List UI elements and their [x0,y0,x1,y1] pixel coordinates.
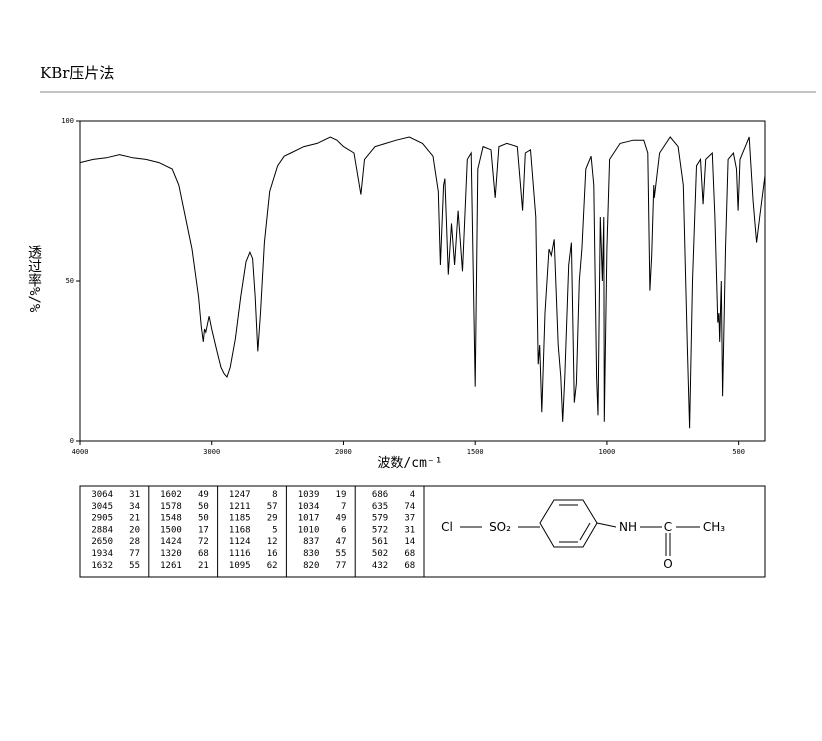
peak-transmittance: 49 [198,490,209,500]
structure-label: SO₂ [489,520,511,534]
peak-transmittance: 16 [267,549,278,559]
peak-wavenumber: 1095 [229,561,251,571]
peak-wavenumber: 502 [372,549,388,559]
plot-frame [79,120,766,442]
peak-wavenumber: 432 [372,561,388,571]
peak-wavenumber: 830 [303,549,319,559]
peak-transmittance: 62 [267,561,278,571]
peak-wavenumber: 1500 [160,525,182,535]
peak-wavenumber: 1632 [91,561,113,571]
peak-wavenumber: 837 [303,537,319,547]
peak-wavenumber: 1039 [298,490,320,500]
peak-transmittance: 55 [336,549,347,559]
peak-transmittance: 37 [404,514,415,524]
peak-wavenumber: 561 [372,537,388,547]
peak-transmittance: 77 [129,549,140,559]
peak-wavenumber: 1034 [298,502,320,512]
peak-wavenumber: 1185 [229,514,251,524]
peak-transmittance: 31 [404,525,415,535]
peak-wavenumber: 1548 [160,514,182,524]
structure-label: O [663,557,672,571]
peak-transmittance: 72 [198,537,209,547]
x-tick-label: 1500 [467,448,484,456]
peak-wavenumber: 1211 [229,502,251,512]
peak-transmittance: 19 [336,490,347,500]
peak-transmittance: 12 [267,537,278,547]
peak-transmittance: 50 [198,514,209,524]
x-tick-label: 3000 [203,448,220,456]
peak-wavenumber: 820 [303,561,319,571]
peak-wavenumber: 1934 [91,549,113,559]
peak-transmittance: 5 [272,525,277,535]
peak-wavenumber: 1578 [160,502,182,512]
peak-transmittance: 68 [404,561,415,571]
peak-transmittance: 55 [129,561,140,571]
peak-wavenumber: 1124 [229,537,251,547]
peak-wavenumber: 1116 [229,549,251,559]
peak-wavenumber: 1602 [160,490,182,500]
peak-wavenumber: 1320 [160,549,182,559]
peak-wavenumber: 1424 [160,537,182,547]
peak-transmittance: 6 [341,525,346,535]
y-tick-label: 100 [61,117,74,125]
peak-wavenumber: 686 [372,490,388,500]
x-axis-label: 波数/cm⁻¹ [377,456,442,471]
peak-transmittance: 34 [129,502,140,512]
peak-transmittance: 50 [198,502,209,512]
peak-transmittance: 14 [404,537,415,547]
peak-transmittance: 68 [198,549,209,559]
y-axis-label: 透过率%/% [26,245,42,313]
x-tick-label: 2000 [335,448,352,456]
structure-label: Cl [441,520,453,534]
peak-transmittance: 4 [410,490,415,500]
peak-transmittance: 17 [198,525,209,535]
y-tick-label: 50 [66,277,74,285]
peak-wavenumber: 1010 [298,525,320,535]
peak-transmittance: 29 [267,514,278,524]
title: KBr压片法 [40,64,114,82]
peak-transmittance: 21 [198,561,209,571]
peak-transmittance: 77 [336,561,347,571]
peak-transmittance: 57 [267,502,278,512]
peak-wavenumber: 3064 [91,490,113,500]
peak-wavenumber: 2650 [91,537,113,547]
peak-wavenumber: 2905 [91,514,113,524]
peak-transmittance: 49 [336,514,347,524]
peak-wavenumber: 1017 [298,514,320,524]
peak-transmittance: 31 [129,490,140,500]
peak-wavenumber: 1168 [229,525,251,535]
spectrum-line [79,136,766,429]
peak-wavenumber: 1247 [229,490,251,500]
structure-label: C [664,520,672,534]
peak-transmittance: 20 [129,525,140,535]
peak-transmittance: 47 [336,537,347,547]
structure-label: CH₃ [703,520,725,534]
peak-transmittance: 74 [404,502,415,512]
peak-wavenumber: 2884 [91,525,113,535]
peak-wavenumber: 1261 [160,561,182,571]
peak-wavenumber: 572 [372,525,388,535]
peak-transmittance: 7 [341,502,346,512]
x-tick-label: 1000 [598,448,615,456]
structure-label: NH [619,520,637,534]
y-tick-label: 0 [70,437,74,445]
structure-lines [423,486,700,577]
peak-transmittance: 21 [129,514,140,524]
peak-wavenumber: 635 [372,502,388,512]
peak-wavenumber: 579 [372,514,388,524]
x-tick-label: 500 [732,448,745,456]
peak-transmittance: 68 [404,549,415,559]
peak-wavenumber: 3045 [91,502,113,512]
peak-transmittance: 28 [129,537,140,547]
table-frame [79,485,766,578]
x-tick-label: 4000 [72,448,89,456]
peak-transmittance: 8 [272,490,277,500]
